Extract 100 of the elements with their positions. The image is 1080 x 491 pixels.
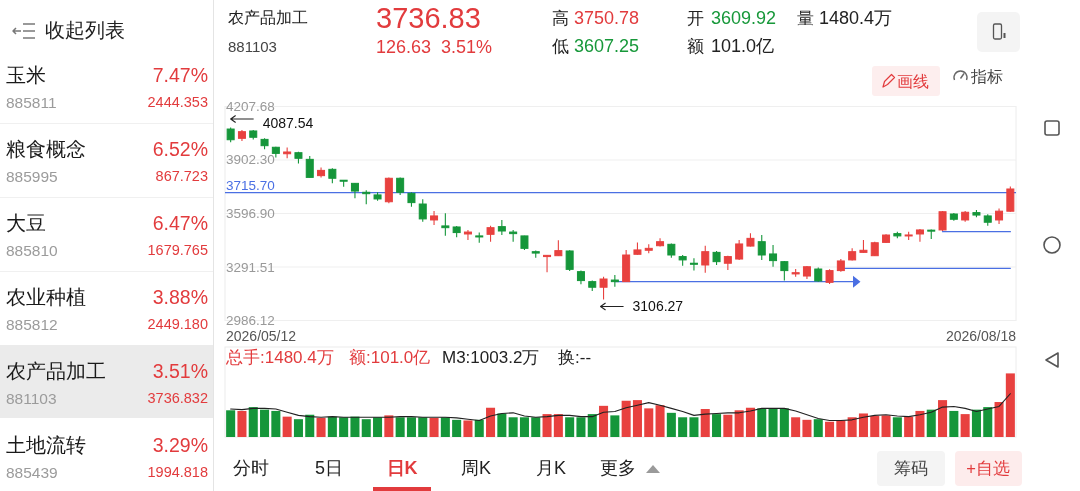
text: M3:1003.2万	[442, 347, 540, 367]
bar	[599, 405, 609, 437]
text: 画线	[897, 72, 929, 90]
text: 收起列表	[45, 19, 125, 41]
text: 885995	[6, 167, 58, 185]
bar	[723, 414, 733, 437]
text: 2444.353	[147, 94, 208, 110]
text: 玉米	[6, 64, 46, 86]
bar	[994, 402, 1004, 437]
bar	[779, 408, 789, 437]
text: 粮食概念	[6, 138, 86, 160]
bar	[395, 417, 405, 437]
bar	[463, 420, 473, 437]
bar	[712, 414, 722, 437]
y-tick-label: 4207.68	[226, 99, 275, 114]
y-tick-label: 3291.51	[226, 259, 275, 275]
bar	[768, 408, 778, 437]
bar	[260, 409, 270, 437]
bar	[418, 417, 428, 437]
bar	[519, 417, 529, 437]
bar	[949, 410, 959, 437]
bar	[621, 400, 631, 437]
text: 3.51%	[441, 37, 493, 57]
text: 5日	[314, 458, 344, 478]
bar	[960, 414, 970, 437]
text: 周K	[460, 458, 492, 478]
bar	[384, 415, 394, 437]
bar	[700, 409, 710, 437]
bar	[406, 417, 416, 437]
bar	[983, 407, 993, 437]
bar	[226, 410, 236, 437]
bar	[644, 408, 654, 437]
bar	[576, 417, 586, 437]
bar	[632, 400, 642, 437]
y-tick-label: 3902.30	[226, 152, 275, 168]
bar	[497, 413, 507, 437]
text: 1994.818	[147, 464, 208, 480]
bar	[858, 413, 868, 437]
bar	[734, 410, 744, 437]
bar	[926, 409, 936, 437]
text: 大豆	[6, 212, 46, 234]
bar	[892, 417, 902, 437]
bar	[813, 419, 823, 437]
bar	[587, 414, 597, 437]
text: 2449.180	[147, 316, 208, 332]
bar	[610, 415, 620, 437]
text: 量	[797, 8, 814, 28]
bar	[486, 407, 496, 437]
text: +自选	[966, 459, 1010, 477]
text: 日K	[386, 458, 418, 478]
text: 2026/08/18	[945, 328, 1017, 344]
text: 3750.78	[574, 8, 640, 28]
bar	[870, 416, 880, 437]
bar	[531, 417, 541, 437]
bar	[429, 417, 439, 437]
text: 月K	[535, 458, 567, 478]
text: 换:--	[558, 347, 592, 367]
text: 筹码	[894, 459, 928, 477]
text: 885810	[6, 241, 59, 259]
bar	[327, 416, 337, 437]
bar	[825, 421, 835, 437]
bar	[847, 417, 857, 437]
bar	[282, 416, 292, 437]
text: 3609.92	[711, 8, 777, 28]
bar	[971, 409, 981, 437]
text: 867.723	[155, 168, 208, 184]
chart-subtitle: 881103	[228, 37, 277, 55]
text: 3.29%	[152, 434, 208, 456]
bar	[339, 417, 349, 437]
text: 2026/05/12	[226, 328, 297, 344]
text: 3736.832	[147, 390, 208, 406]
ref-line-label: 3715.70	[226, 178, 275, 194]
text: 885439	[6, 463, 58, 481]
bar	[474, 419, 484, 437]
bar	[904, 416, 914, 437]
bar	[305, 414, 315, 437]
bar	[938, 400, 948, 437]
text: 开	[687, 8, 704, 28]
text: 额:101.0亿	[349, 347, 431, 367]
bar	[791, 417, 801, 437]
bar	[440, 417, 450, 437]
bar	[452, 419, 462, 437]
text: 885812	[6, 315, 58, 333]
text: 1480.4万	[819, 8, 893, 28]
text: 101.0亿	[711, 36, 775, 56]
y-tick-label: 3596.90	[226, 206, 275, 221]
bar	[881, 415, 891, 437]
text: 3736.83	[376, 2, 481, 34]
chart-title: 农产品加工	[228, 8, 308, 26]
bar	[293, 419, 303, 437]
annotation: 4087.54	[262, 115, 314, 132]
y-tick-label: 2986.12	[226, 313, 275, 328]
bar	[373, 417, 383, 437]
text: 3607.25	[574, 36, 640, 56]
text: 农产品加工	[6, 360, 106, 382]
text: 农业种植	[6, 286, 86, 308]
bar	[248, 407, 258, 437]
bar	[1005, 373, 1015, 437]
bar	[915, 410, 925, 437]
text: 额	[687, 36, 704, 56]
